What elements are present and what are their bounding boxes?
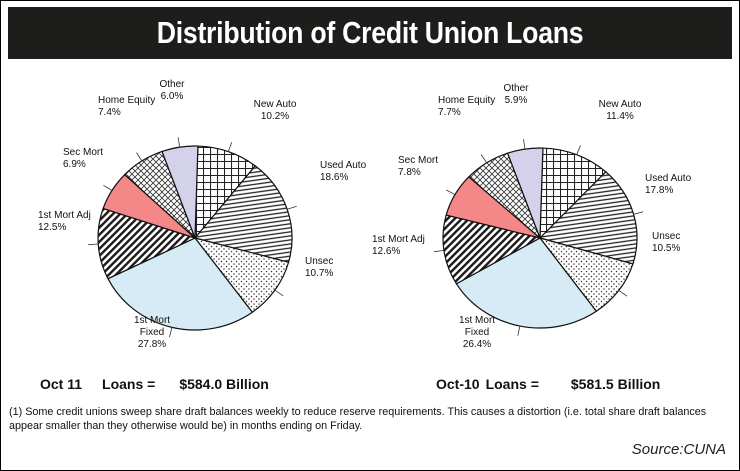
summary-right-amount: $581.5 Billion (570, 376, 661, 392)
footnote: (1) Some credit unions sweep share draft… (9, 406, 707, 432)
slice-label-used-auto: Used Auto 18.6% (320, 160, 367, 183)
leader-line (433, 250, 444, 253)
summary-right-loans: Loans = (485, 376, 539, 392)
slice-used-auto (538, 171, 638, 265)
leader-line (633, 211, 644, 215)
leader-line (169, 327, 173, 338)
slice-other (506, 147, 544, 239)
summary-right-label: Oct-10 (436, 376, 480, 392)
summary-left: Oct 11 Loans = $584.0 Billion (40, 376, 269, 392)
pie-chart-oct-10: New Auto 11.4% Used Auto 17.8% Unsec 10.5% 1st… (372, 83, 692, 350)
slice-new-auto (539, 147, 607, 240)
leader-line (177, 137, 181, 148)
pie-chart-oct-11: New Auto 10.2% Used Auto 18.6% Unsec 10.7% 1st… (38, 79, 367, 350)
leader-line (103, 184, 113, 191)
slice-label-unsec: Unsec 10.7% (305, 256, 333, 279)
slice-label-other: Other 5.9% (503, 83, 529, 106)
leader-line (287, 205, 297, 210)
slice-label-new-auto: New Auto 11.4% (599, 99, 642, 122)
leader-line (446, 189, 456, 196)
slice-label-sec-mort: Sec Mort 7.8% (398, 155, 438, 178)
slice-label-1st-mort-adj: 1st Mort Adj 12.6% (372, 234, 425, 257)
slice-label-1st-mort-fixed: 1st Mort Fixed 27.8% (134, 315, 170, 350)
slice-label-1st-mort-adj: 1st Mort Adj 12.5% (38, 210, 91, 233)
leader-line (88, 243, 99, 246)
leader-line (523, 139, 526, 150)
leader-line (517, 325, 521, 336)
leader-line (274, 289, 284, 297)
slice-label-1st-mort-fixed: 1st Mort Fixed 26.4% (459, 315, 495, 350)
leader-line (576, 145, 581, 155)
leader-line (480, 154, 488, 164)
slice-label-sec-mort: Sec Mort 6.9% (63, 147, 103, 170)
slice-1st-mort-fixed (107, 237, 254, 331)
slice-label-home-equity: Home Equity 7.4% (98, 95, 155, 118)
slice-label-new-auto: New Auto 10.2% (254, 99, 297, 122)
source-note: Source:CUNA (631, 441, 726, 458)
leader-line (227, 142, 233, 152)
slice-label-home-equity: Home Equity 7.7% (438, 95, 495, 118)
summary-left-amount: $584.0 Billion (179, 376, 269, 392)
slice-used-auto (193, 165, 293, 263)
slice-label-other: Other 6.0% (159, 79, 185, 102)
title-bar: Distribution of Credit Union Loans (8, 7, 732, 59)
slice-1st-mort-adj (97, 207, 197, 280)
summary-left-loans: Loans = (102, 376, 156, 392)
summary-right: Oct-10 Loans = $581.5 Billion (436, 376, 660, 392)
leader-line (136, 152, 143, 162)
slice-other (161, 145, 199, 239)
chart-title: Distribution of Credit Union Loans (156, 15, 584, 50)
leader-line (618, 290, 628, 297)
slice-label-unsec: Unsec 10.5% (652, 231, 680, 254)
summary-left-label: Oct 11 (40, 376, 83, 392)
slice-label-used-auto: Used Auto 17.8% (645, 173, 692, 196)
